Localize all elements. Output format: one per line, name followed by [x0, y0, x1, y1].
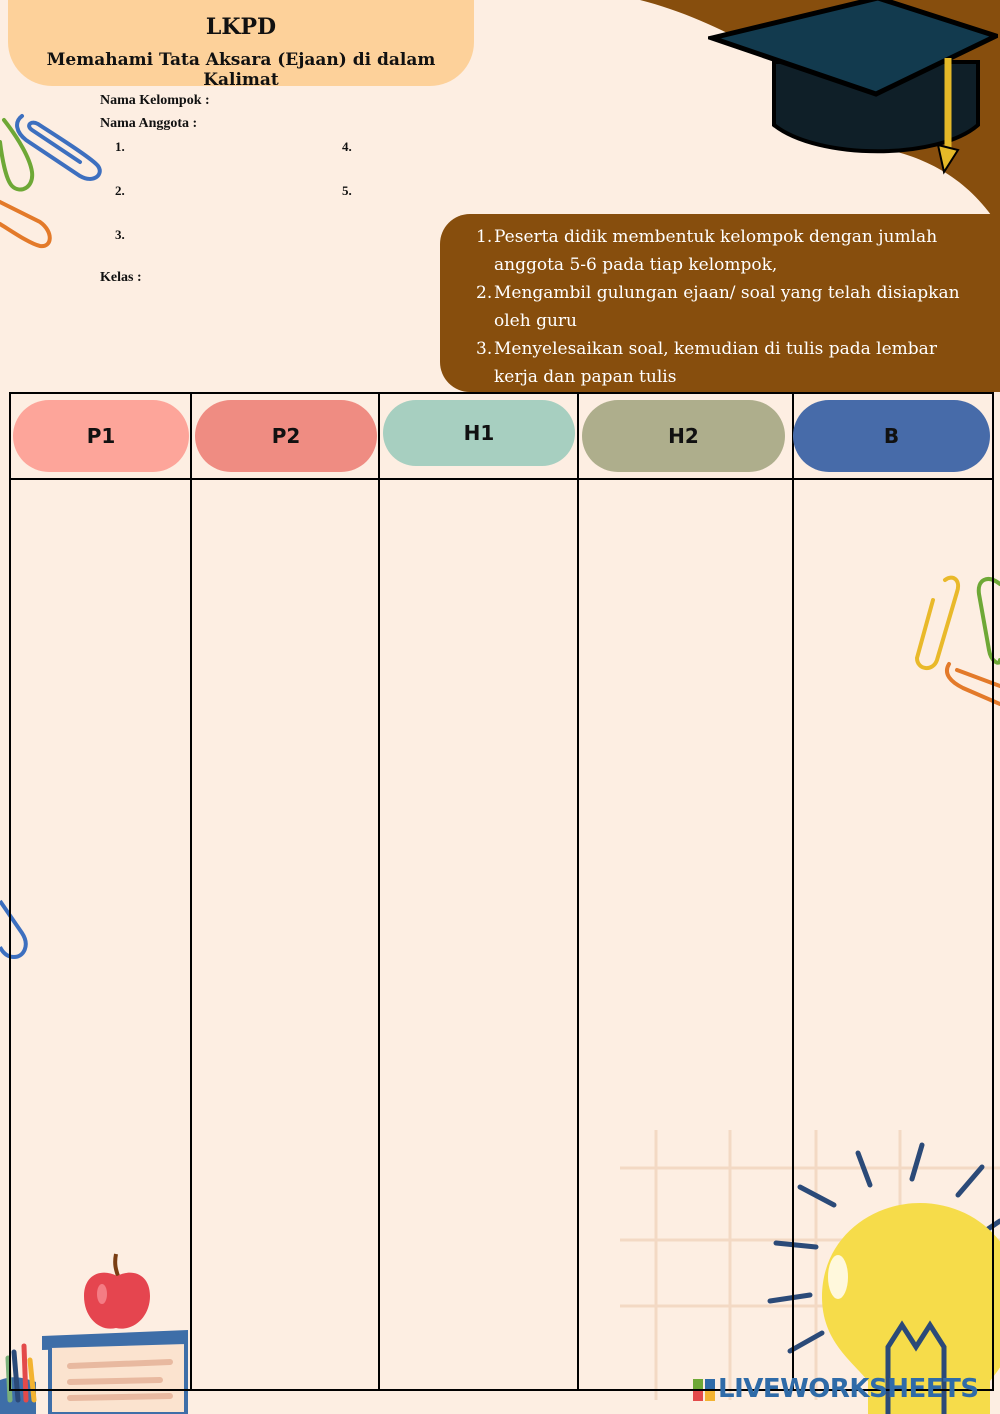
- instruction-item: 2. Mengambil gulungan ejaan/ soal yang te…: [476, 283, 960, 331]
- column-divider: [378, 394, 380, 1389]
- instruction-item: 1. Peserta didik membentuk kelompok denga…: [476, 227, 938, 275]
- member-number-4: 4.: [342, 139, 352, 154]
- answer-area-h1[interactable]: [380, 480, 577, 1389]
- instructions-box: 1. Peserta didik membentuk kelompok denga…: [440, 214, 1000, 392]
- graduation-cap-icon: [708, 0, 998, 175]
- answer-area-p2[interactable]: [192, 480, 378, 1389]
- title-box: LKPD Memahami Tata Aksara (Ejaan) di dal…: [8, 0, 474, 90]
- answer-table: P1 P2 H1 H2 B: [9, 392, 994, 1391]
- member-number-1: 1.: [115, 139, 125, 154]
- instruction-item: 3. Menyelesaikan soal, kemudian di tulis …: [476, 339, 937, 387]
- page-title: LKPD: [205, 14, 277, 40]
- instructions-list: 1. Peserta didik membentuk kelompok denga…: [476, 223, 972, 391]
- group-name-label: Nama Kelompok :: [100, 93, 210, 108]
- column-header-b[interactable]: B: [793, 400, 990, 472]
- column-header-h2[interactable]: H2: [582, 400, 785, 472]
- paperclip-icon: [0, 114, 102, 249]
- answer-area-b[interactable]: [794, 480, 992, 1389]
- class-label: Kelas :: [100, 270, 142, 285]
- page-subtitle: Memahami Tata Aksara (Ejaan) di dalam Ka…: [46, 50, 436, 90]
- members-label: Nama Anggota :: [100, 116, 198, 131]
- liveworksheets-logo-icon: [693, 1378, 715, 1401]
- column-divider: [190, 394, 192, 1389]
- answer-area-p1[interactable]: [11, 480, 190, 1389]
- member-number-2: 2.: [115, 183, 125, 198]
- liveworksheets-logo: LIVEWORKSHEETS: [693, 1372, 979, 1406]
- corner-decoration: [640, 0, 1000, 228]
- answer-area-h2[interactable]: [579, 480, 792, 1389]
- brand-name: LIVEWORKSHEETS: [718, 1374, 979, 1404]
- column-header-h1[interactable]: H1: [383, 400, 575, 466]
- column-divider: [792, 394, 794, 1389]
- member-number-5: 5.: [342, 183, 352, 198]
- member-number-3: 3.: [115, 227, 125, 242]
- column-header-p2[interactable]: P2: [195, 400, 377, 472]
- header-divider: [11, 478, 992, 480]
- column-divider: [577, 394, 579, 1389]
- column-header-p1[interactable]: P1: [13, 400, 189, 472]
